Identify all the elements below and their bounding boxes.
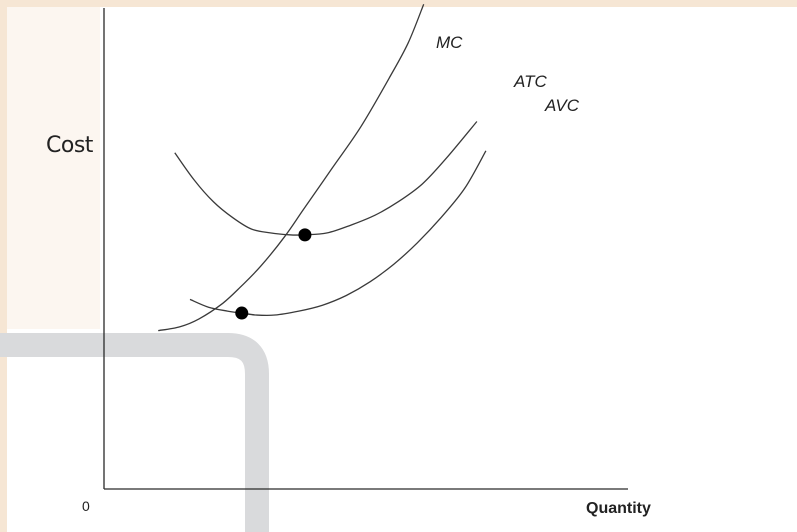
curves: [158, 3, 487, 332]
point-mc-avc: [235, 306, 249, 320]
curve-avc: [189, 150, 487, 317]
point-mc-atc: [298, 228, 312, 242]
watermark-bracket: [0, 333, 269, 532]
watermark: [0, 333, 269, 532]
atc-curve-label: ATC: [514, 72, 547, 91]
mc-curve-label: MC: [436, 33, 463, 52]
curve-mc: [158, 3, 425, 332]
frame-left-band: [0, 0, 7, 532]
frame-top-band: [0, 0, 797, 7]
x-axis-label: Quantity: [586, 500, 651, 517]
origin-label: 0: [82, 498, 90, 514]
intersection-points: [235, 228, 312, 320]
avc-curve-label: AVC: [545, 96, 580, 115]
frame-left-panel: [7, 7, 100, 329]
axes: [103, 8, 628, 490]
y-axis-label: Cost: [46, 133, 93, 158]
